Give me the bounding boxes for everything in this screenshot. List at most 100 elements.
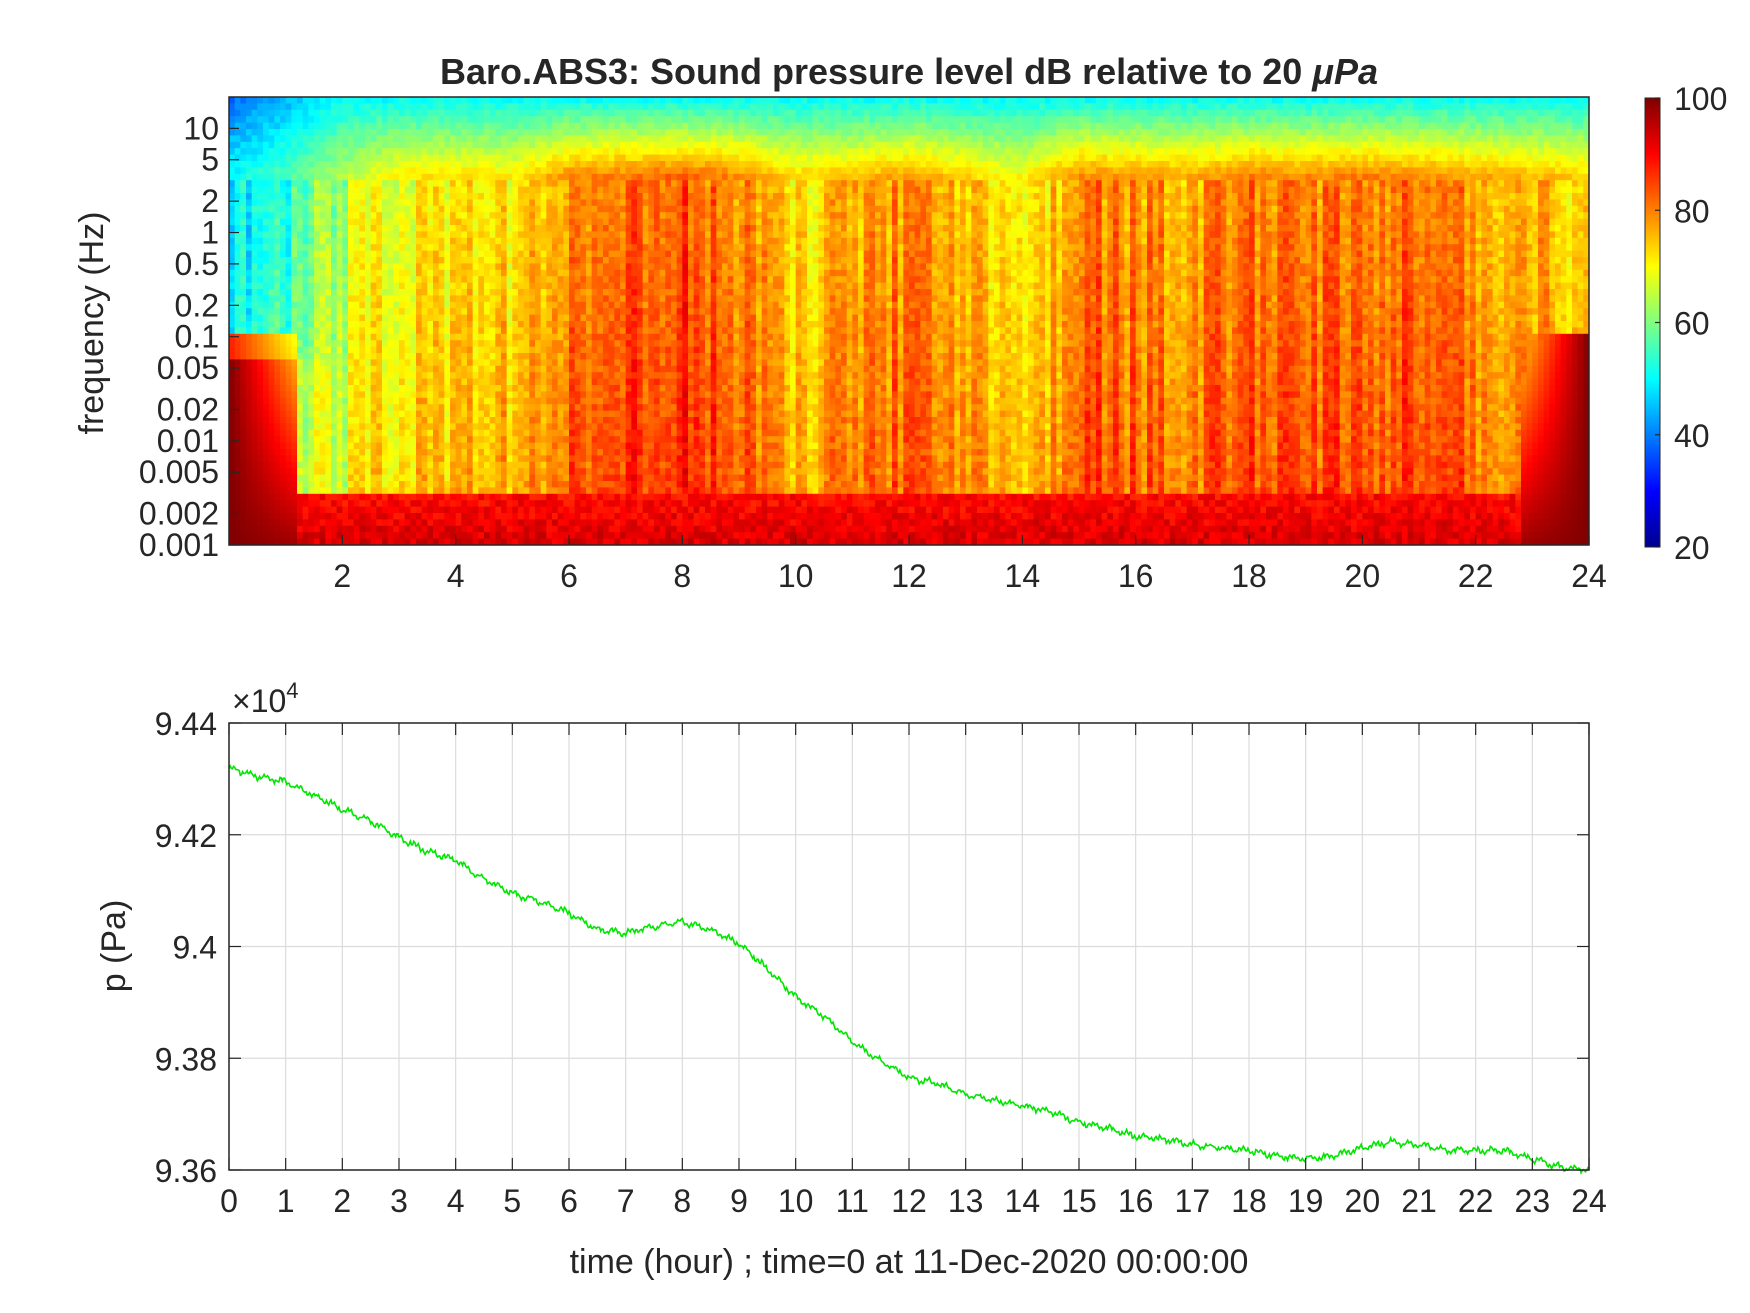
spectrogram-cell	[314, 385, 320, 392]
spectrogram-cell	[518, 411, 524, 418]
spectrogram-cell	[592, 187, 598, 194]
spectrogram-cell	[303, 263, 309, 270]
spectrogram-cell	[269, 295, 275, 302]
spectrogram-cell	[382, 161, 388, 168]
spectrogram-cell	[507, 289, 513, 296]
spectrogram-cell	[507, 423, 513, 430]
spectrogram-cell	[597, 257, 603, 264]
spectrogram-cell	[620, 302, 626, 309]
spectrogram-cell	[422, 161, 428, 168]
spectrogram-cell	[580, 129, 586, 136]
spectrogram-cell	[620, 219, 626, 226]
spectrogram-cell	[546, 340, 552, 347]
spectrogram-cell	[410, 417, 416, 424]
spectrogram-cell	[388, 462, 394, 469]
spectrogram-cell	[371, 270, 377, 277]
spectrogram-cell	[320, 430, 326, 437]
spectrogram-cell	[558, 142, 564, 149]
spectrogram-cell	[439, 167, 445, 174]
spectrogram-cell	[580, 187, 586, 194]
spectrogram-cell	[490, 481, 496, 488]
spectrogram-cell	[507, 135, 513, 142]
spectrogram-cell	[586, 315, 592, 322]
spectrogram-cell	[444, 532, 450, 539]
spectrogram-cell	[269, 97, 275, 104]
spectrogram-cell	[382, 251, 388, 258]
spectrogram-cell	[490, 110, 496, 117]
spectrogram-cell	[535, 353, 541, 360]
spectrogram-cell	[354, 347, 360, 354]
spectrogram-cell	[592, 462, 598, 469]
spectrogram-cell	[433, 135, 439, 142]
spectrogram-cell	[337, 231, 343, 238]
spectrogram-cell	[399, 308, 405, 315]
spectrogram-cell	[348, 385, 354, 392]
spectrogram-cell	[563, 417, 569, 424]
spectrogram-cell	[280, 391, 286, 398]
spectrogram-cell	[512, 507, 518, 514]
spectrogram-cell	[422, 276, 428, 283]
spectrogram-cell	[303, 212, 309, 219]
spectrogram-cell	[609, 468, 615, 475]
spectrogram-cell	[280, 225, 286, 232]
spectrogram-cell	[603, 513, 609, 520]
spectrogram-cell	[439, 276, 445, 283]
spectrogram-cell	[444, 180, 450, 187]
spectrogram-cell	[416, 174, 422, 181]
spectrogram-cell	[535, 475, 541, 482]
spectrogram-cell	[371, 225, 377, 232]
spectrogram-cell	[552, 257, 558, 264]
spectrogram-cell	[257, 532, 263, 539]
spectrogram-cell	[314, 468, 320, 475]
spectrogram-cell	[252, 225, 258, 232]
spectrogram-cell	[626, 135, 632, 142]
spectrogram-cell	[552, 347, 558, 354]
spectrogram-cell	[558, 244, 564, 251]
spectrogram-cell	[325, 219, 331, 226]
spectrogram-cell	[490, 372, 496, 379]
spectrogram-cell	[240, 289, 246, 296]
spectrogram-cell	[269, 161, 275, 168]
spectrogram-cell	[620, 449, 626, 456]
spectrogram-cell	[399, 148, 405, 155]
spectrogram-cell	[257, 135, 263, 142]
spectrogram-cell	[393, 423, 399, 430]
spectrogram-cell	[507, 404, 513, 411]
spectrogram-cell	[541, 481, 547, 488]
spectrogram-cell	[320, 270, 326, 277]
spectrogram-cell	[229, 340, 235, 347]
spectrogram-cell	[586, 231, 592, 238]
spectrogram-cell	[291, 532, 297, 539]
spectrogram-cell	[263, 359, 269, 366]
spectrogram-cell	[252, 321, 258, 328]
spectrogram-cell	[609, 372, 615, 379]
spectrogram-cell	[422, 507, 428, 514]
spectrogram-cell	[399, 398, 405, 405]
spectrogram-cell	[535, 206, 541, 213]
spectrogram-cell	[274, 443, 280, 450]
spectrogram-cell	[263, 526, 269, 533]
spectrogram-cell	[569, 430, 575, 437]
spectrogram-cell	[597, 283, 603, 290]
spectrogram-cell	[399, 155, 405, 162]
spectrogram-cell	[580, 225, 586, 232]
spectrogram-cell	[467, 289, 473, 296]
spectrogram-cell	[597, 423, 603, 430]
spectrogram-cell	[626, 513, 632, 520]
spectrogram-cell	[444, 462, 450, 469]
spectrogram-cell	[603, 334, 609, 341]
spectrogram-cell	[580, 231, 586, 238]
spectrogram-cell	[388, 193, 394, 200]
spectrogram-cell	[286, 391, 292, 398]
spectrogram-cell	[586, 487, 592, 494]
spectrogram-cell	[444, 97, 450, 104]
spectrogram-cell	[246, 231, 252, 238]
spectrogram-cell	[246, 135, 252, 142]
spectrogram-cell	[575, 142, 581, 149]
spectrogram-cell	[541, 155, 547, 162]
spectrogram-cell	[592, 327, 598, 334]
spectrogram-cell	[444, 443, 450, 450]
spectrogram-cell	[569, 251, 575, 258]
spectrogram-cell	[609, 436, 615, 443]
spectrogram-cell	[490, 449, 496, 456]
